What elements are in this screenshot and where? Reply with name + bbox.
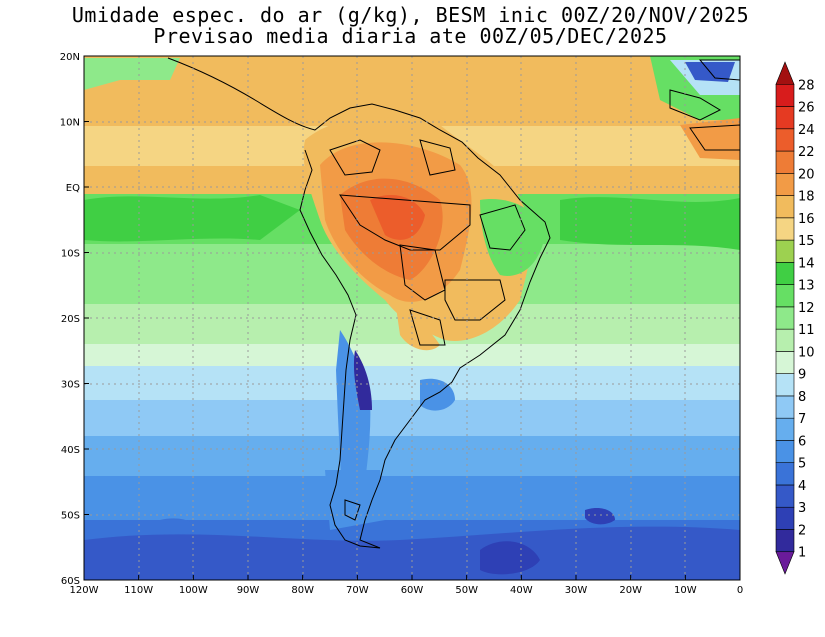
lon-tick-label: 120W bbox=[70, 585, 99, 596]
graticule bbox=[84, 56, 740, 580]
colorbar-swatch bbox=[775, 217, 795, 241]
lat-tick-label: 20S bbox=[61, 314, 80, 325]
colorbar-label: 3 bbox=[798, 501, 806, 516]
colorbar-swatch bbox=[775, 173, 795, 196]
colorbar-swatch bbox=[775, 506, 795, 530]
lat-tick-label: 10N bbox=[60, 118, 80, 129]
lon-tick-label: 80W bbox=[291, 585, 314, 596]
lat-tick-label: EQ bbox=[66, 183, 80, 194]
colorbar-swatch bbox=[775, 195, 795, 219]
lon-tick-label: 40W bbox=[510, 585, 533, 596]
colorbar-label: 1 bbox=[798, 546, 806, 561]
colorbar-label: 11 bbox=[798, 323, 815, 338]
colorbar-swatch bbox=[775, 284, 795, 308]
colorbar-label: 5 bbox=[798, 457, 806, 472]
colorbar-label: 2 bbox=[798, 523, 806, 538]
lon-tick-label: 100W bbox=[179, 585, 208, 596]
colorbar-swatch bbox=[775, 462, 795, 486]
lon-tick-label: 60W bbox=[401, 585, 424, 596]
colorbar-swatch bbox=[775, 417, 795, 441]
axis-ticks: 120W 110W 100W 90W 80W 70W 60W 50W 40W 30W 20W 10W 0… bbox=[60, 52, 743, 596]
map-subtitle: Previsao media diaria ate 00Z/05/DEC/202… bbox=[153, 24, 668, 48]
colorbar-label: 18 bbox=[798, 190, 815, 205]
lat-tick-label: 50S bbox=[61, 511, 80, 522]
colorbar-swatch bbox=[775, 150, 795, 174]
colorbar-label: 16 bbox=[798, 212, 815, 227]
colorbar-swatch bbox=[775, 440, 795, 463]
colorbar-swatch bbox=[775, 373, 795, 397]
colorbar-swatch bbox=[775, 128, 795, 152]
lat-tick-label: 30S bbox=[61, 380, 80, 391]
lon-tick-label: 90W bbox=[237, 585, 260, 596]
colorbar-label: 8 bbox=[798, 390, 806, 405]
colorbar-label: 28 bbox=[798, 78, 815, 93]
colorbar-swatch bbox=[775, 306, 795, 330]
colorbar-label: 4 bbox=[798, 479, 806, 494]
lon-tick-label: 30W bbox=[565, 585, 588, 596]
colorbar-label: 12 bbox=[798, 301, 815, 316]
colorbar-swatch bbox=[775, 328, 795, 352]
colorbar-label: 14 bbox=[798, 256, 815, 271]
colorbar-label: 6 bbox=[798, 434, 806, 449]
colorbar-label: 22 bbox=[798, 145, 815, 160]
lon-tick-label: 0 bbox=[737, 585, 743, 596]
colorbar-label: 24 bbox=[798, 123, 815, 138]
lon-tick-label: 50W bbox=[455, 585, 478, 596]
coastlines bbox=[167, 57, 740, 549]
lat-tick-label: 40S bbox=[61, 445, 80, 456]
colorbar-label: 10 bbox=[798, 345, 815, 360]
colorbar-label: 20 bbox=[798, 167, 815, 182]
lon-tick-label: 10W bbox=[674, 585, 697, 596]
colorbar-swatch bbox=[775, 551, 795, 575]
lon-tick-label: 20W bbox=[619, 585, 642, 596]
colorbar-label: 13 bbox=[798, 279, 815, 294]
lat-tick-label: 60S bbox=[61, 576, 80, 587]
colorbar-label: 9 bbox=[798, 368, 806, 383]
colorbar-swatch bbox=[775, 106, 795, 130]
colorbar-swatch bbox=[775, 83, 795, 107]
colorbar-swatch bbox=[775, 529, 795, 553]
colorbar-label: 15 bbox=[798, 234, 815, 249]
map-title: Umidade espec. do ar (g/kg), BESM inic 0… bbox=[71, 3, 750, 27]
colorbar-swatch bbox=[775, 262, 795, 285]
lon-tick-label: 70W bbox=[346, 585, 369, 596]
colorbar-label: 7 bbox=[798, 412, 806, 427]
colorbar-swatch bbox=[775, 484, 795, 508]
colorbar-swatch bbox=[775, 61, 795, 85]
lat-tick-label: 20N bbox=[60, 52, 80, 63]
colorbar-label: 26 bbox=[798, 101, 815, 116]
colorbar-swatch bbox=[775, 395, 795, 419]
lon-tick-label: 110W bbox=[124, 585, 153, 596]
lat-tick-label: 10S bbox=[61, 249, 80, 260]
colorbar-swatch bbox=[775, 239, 795, 263]
colorbar-swatch bbox=[775, 351, 795, 374]
